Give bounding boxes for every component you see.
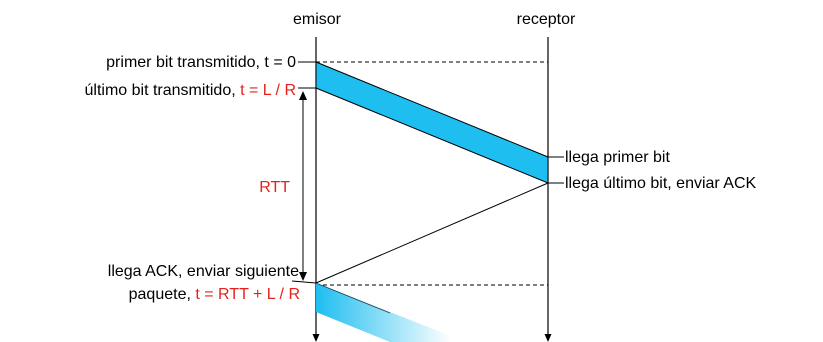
- first-bit-sent-label: primer bit transmitido, t = 0: [106, 54, 296, 71]
- receiver-timeline-arrowhead: [544, 334, 552, 342]
- sender-header: emisor: [293, 11, 342, 28]
- rtt-arrow-top: [299, 91, 307, 100]
- last-bit-sent-time: t = L / R: [240, 82, 296, 99]
- rtt-arrow-bottom: [299, 272, 307, 281]
- last-bit-sent-label: último bit transmitido, t = L / R: [85, 82, 297, 99]
- next-packet-band: [316, 283, 451, 342]
- next-packet-label: paquete, t = RTT + L / R: [129, 286, 300, 303]
- next-packet-prefix: paquete,: [129, 286, 191, 303]
- ack-arrives-label: llega ACK, enviar siguiente: [108, 263, 299, 280]
- packet-transmission-band: [315, 61, 549, 184]
- sender-timeline-arrowhead: [312, 334, 320, 342]
- rtt-label: RTT: [259, 179, 290, 196]
- next-packet-band-edge: [315, 282, 391, 314]
- ack-arrives-leader: [291, 280, 317, 284]
- next-packet-time: t = RTT + L / R: [195, 286, 300, 303]
- last-bit-arrives-label: llega último bit, enviar ACK: [565, 175, 757, 192]
- receiver-header: receptor: [517, 11, 576, 28]
- last-bit-sent-prefix: último bit transmitido,: [85, 82, 236, 99]
- first-bit-arrives-label: llega primer bit: [565, 149, 670, 166]
- ack-line: [315, 182, 549, 284]
